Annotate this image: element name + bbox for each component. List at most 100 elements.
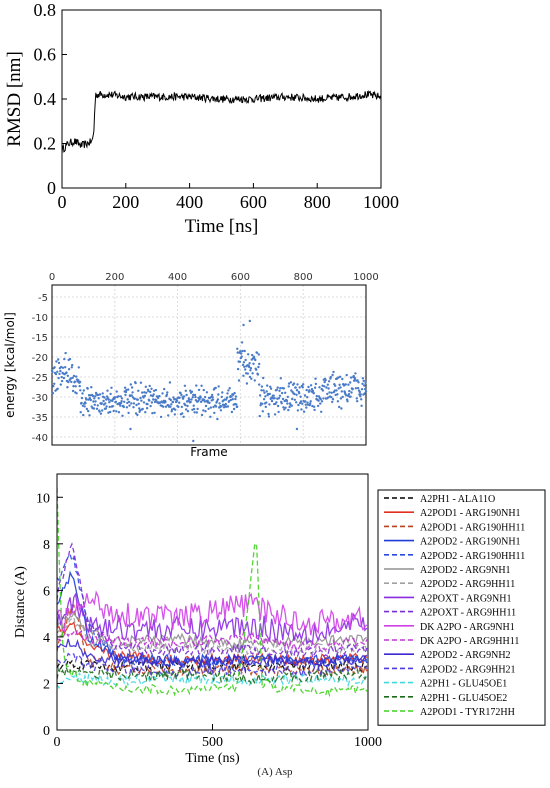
energy-point	[170, 410, 173, 413]
energy-point	[111, 399, 114, 403]
legend-label: DK A2PO - ARG9HH11	[420, 636, 519, 647]
energy-point	[314, 377, 317, 380]
energy-point	[358, 390, 361, 394]
energy-point	[217, 385, 220, 388]
energy-point	[363, 392, 366, 395]
energy-point	[130, 402, 133, 405]
energy-point	[331, 400, 334, 404]
energy-point	[192, 393, 195, 397]
energy-point	[101, 409, 104, 412]
energy-point	[304, 400, 307, 403]
energy-point	[225, 398, 228, 401]
y-tick-label: -20	[32, 353, 48, 364]
energy-outlier-point	[192, 439, 195, 443]
energy-point	[359, 395, 362, 398]
energy-point	[351, 387, 354, 391]
energy-point	[173, 413, 176, 416]
energy-point	[266, 392, 270, 396]
energy-point	[194, 395, 197, 399]
energy-point	[124, 390, 128, 394]
y-tick-label: 10	[36, 491, 50, 506]
energy-point	[178, 396, 181, 399]
energy-point	[241, 363, 245, 367]
energy-point	[293, 392, 296, 396]
rmsd-chart: 0 200 400 600 800 1000 0 0.2 0.4 0.6 0.8 Time [ns] R…	[4, 0, 399, 237]
energy-point	[258, 383, 261, 386]
energy-point	[163, 387, 166, 391]
energy-point	[245, 382, 249, 385]
energy-point	[68, 357, 72, 361]
energy-point	[218, 402, 221, 405]
energy-point	[291, 397, 294, 401]
energy-point	[232, 407, 236, 411]
energy-point	[230, 395, 233, 398]
y-tick-label: -40	[32, 433, 48, 444]
energy-point	[141, 391, 144, 394]
distance-series-line	[57, 638, 368, 670]
energy-point	[323, 380, 326, 384]
energy-point	[275, 388, 278, 391]
energy-point	[273, 413, 277, 416]
energy-point	[205, 391, 209, 394]
energy-point	[202, 409, 205, 412]
energy-point	[338, 375, 342, 378]
energy-point	[321, 389, 325, 392]
energy-point	[138, 409, 142, 412]
energy-outlier-point	[295, 427, 299, 431]
energy-point	[100, 402, 104, 405]
energy-point	[109, 392, 112, 396]
energy-point	[71, 363, 74, 367]
energy-point	[261, 410, 264, 413]
energy-point	[65, 371, 68, 374]
energy-point	[249, 367, 253, 370]
energy-point	[214, 386, 217, 390]
distance-series-line	[57, 621, 368, 668]
energy-point	[58, 372, 61, 376]
energy-point	[67, 368, 71, 371]
energy-point	[164, 405, 168, 408]
energy-point	[344, 383, 347, 386]
energy-point	[137, 402, 140, 405]
energy-point	[105, 405, 108, 408]
legend-label: DK A2PO - ARG9NH1	[420, 622, 515, 633]
energy-point	[241, 349, 244, 353]
energy-point	[112, 409, 115, 413]
energy-outlier-point	[248, 319, 252, 323]
energy-point	[331, 398, 335, 401]
energy-point	[185, 393, 188, 397]
y-tick-label: 0	[47, 178, 56, 198]
energy-point	[286, 395, 289, 399]
energy-point	[182, 415, 185, 418]
energy-point	[93, 397, 96, 400]
energy-point	[195, 384, 198, 387]
energy-point	[190, 398, 193, 401]
energy-point	[255, 351, 259, 354]
energy-point	[227, 389, 230, 392]
energy-point	[57, 358, 60, 361]
energy-point	[235, 403, 238, 406]
energy-point	[209, 406, 212, 409]
energy-point	[103, 396, 106, 399]
energy-point	[78, 380, 82, 384]
energy-point	[259, 404, 262, 407]
energy-point	[142, 401, 146, 404]
energy-point	[145, 391, 148, 394]
energy-point	[105, 398, 108, 401]
energy-point	[309, 402, 312, 405]
energy-point	[56, 370, 59, 373]
energy-point	[106, 389, 109, 392]
energy-point	[250, 377, 253, 380]
energy-point	[243, 349, 246, 353]
energy-point	[325, 386, 328, 389]
energy-point	[318, 386, 321, 389]
energy-point	[323, 385, 326, 388]
energy-point	[238, 360, 242, 363]
energy-point	[193, 411, 196, 414]
energy-point	[265, 390, 268, 393]
energy-point	[309, 384, 313, 387]
energy-point	[183, 384, 187, 387]
energy-point	[322, 397, 325, 400]
energy-chart: 0 200 400 600 800 1000 -5 -10 -15 -20 -25 -30 -35 -40…	[3, 272, 379, 459]
energy-point	[339, 386, 342, 389]
energy-point	[294, 386, 297, 389]
